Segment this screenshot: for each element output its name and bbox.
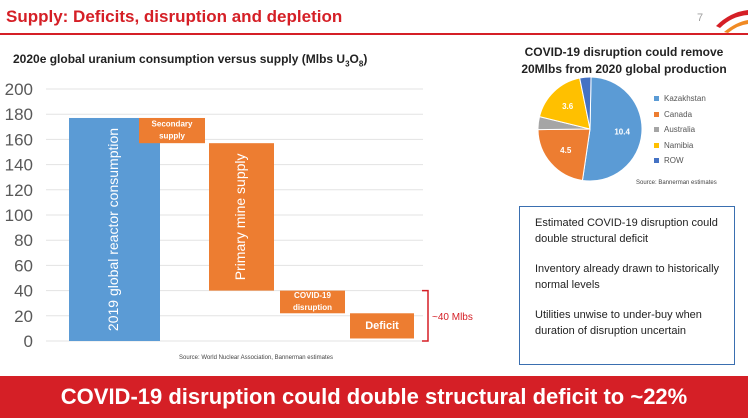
- bar-label: Primary mine supply: [232, 153, 248, 280]
- pie-title-line-1: COVID-19 disruption could remove: [524, 45, 724, 59]
- banner-text: COVID-19 disruption could double structu…: [60, 384, 688, 409]
- logo-swoosh-2: [724, 20, 748, 33]
- pie-slice-label: 4.5: [560, 146, 572, 155]
- legend-item-canada: Canada: [654, 107, 706, 123]
- legend-label-australia: Australia: [664, 125, 696, 135]
- conclusion-banner: COVID-19 disruption could double structu…: [0, 376, 748, 418]
- legend-label-canada: Canada: [664, 109, 693, 119]
- pie-chart-title: COVID-19 disruption could remove 20Mlbs …: [500, 44, 748, 78]
- pie-slice-label: 10.4: [614, 128, 630, 137]
- header-rule: [0, 33, 748, 35]
- y-tick-label: 200: [5, 80, 33, 99]
- y-tick-label: 120: [5, 181, 33, 200]
- pie-title-line-2: 20Mlbs from 2020 global production: [521, 62, 727, 76]
- company-logo: [716, 10, 748, 33]
- legend-item-namibia: Namibia: [654, 138, 706, 154]
- y-tick-label: 0: [24, 332, 33, 351]
- pie-slice-namibia: [538, 77, 591, 130]
- bar-label: COVID-19: [294, 291, 331, 300]
- legend-label-namibia: Namibia: [664, 140, 694, 150]
- callout-box: Estimated COVID-19 disruption could doub…: [519, 206, 735, 365]
- bar-label: 2019 global reactor consumption: [105, 128, 121, 331]
- pie-legend: Kazakhstan Canada Australia Namibia ROW: [654, 91, 706, 169]
- pie-source: Source: Bannerman estimates: [636, 180, 717, 186]
- chart-title-o: O: [349, 52, 359, 66]
- legend-swatch-row: [654, 158, 659, 164]
- bar-label: Deficit: [365, 320, 399, 332]
- legend-label-row: ROW: [664, 156, 684, 166]
- bar-label: Secondary: [152, 120, 193, 129]
- waterfall-chart: 0 20 40 60 80 100 120 140 160 180 200 2019 global r…: [5, 80, 473, 351]
- legend-item-australia: Australia: [654, 122, 706, 138]
- pie-slice-row: [579, 76, 592, 130]
- chart-source: Source: World Nuclear Association, Banne…: [179, 355, 333, 361]
- legend-swatch-namibia: [654, 142, 659, 148]
- bar-label: disruption: [293, 303, 332, 312]
- pie-slice-kazakhstan: [581, 76, 643, 182]
- chart-title-sub8: 8: [358, 59, 364, 69]
- deficit-bracket: [422, 289, 429, 342]
- header-title: Supply: Deficits, disruption and depleti…: [6, 7, 343, 26]
- legend-swatch-kazakhstan: [654, 96, 659, 102]
- bar-2019-global-reactor-consumption: [69, 117, 160, 341]
- logo-swoosh-1: [716, 10, 748, 28]
- y-tick-label: 140: [5, 156, 33, 175]
- y-tick-label: 160: [5, 130, 33, 149]
- legend-item-kazakhstan: Kazakhstan: [654, 91, 706, 107]
- y-tick-label: 100: [5, 206, 33, 225]
- legend-swatch-australia: [654, 127, 659, 133]
- pie-slice-label: 3.6: [562, 102, 574, 111]
- bar-primary-mine-supply: [209, 143, 274, 291]
- bar-deficit: [350, 313, 414, 339]
- y-tick-label: 80: [14, 231, 33, 250]
- y-tick-label: 60: [14, 256, 33, 275]
- bar-label: supply: [159, 132, 185, 141]
- y-tick-label: 180: [5, 105, 33, 124]
- bar-covid-19-disruption: [280, 290, 345, 314]
- page-number: 7: [697, 12, 704, 24]
- deficit-annotation: ~40 Mlbs: [432, 312, 473, 323]
- bar-secondary-supply: [139, 117, 205, 144]
- legend-item-row: ROW: [654, 153, 706, 169]
- legend-label-kazakhstan: Kazakhstan: [664, 94, 706, 104]
- chart-title-suffix: ): [363, 52, 368, 66]
- chart-title-text: 2020e global uranium consumption versus …: [13, 52, 346, 66]
- pie-chart: 10.4 4.5 3.6: [537, 76, 643, 182]
- callout-item: Estimated COVID-19 disruption could doub…: [535, 217, 718, 245]
- legend-swatch-canada: [654, 111, 659, 117]
- callout-item: Utilities unwise to under-buy when durat…: [535, 309, 702, 337]
- pie-slice-canada: [537, 128, 591, 182]
- callout-item: Inventory already drawn to historically …: [535, 263, 720, 291]
- chart-title: 2020e global uranium consumption versus …: [13, 52, 367, 68]
- y-tick-label: 20: [14, 307, 33, 326]
- chart-title-sub3: 3: [345, 59, 350, 69]
- y-tick-label: 40: [14, 282, 33, 301]
